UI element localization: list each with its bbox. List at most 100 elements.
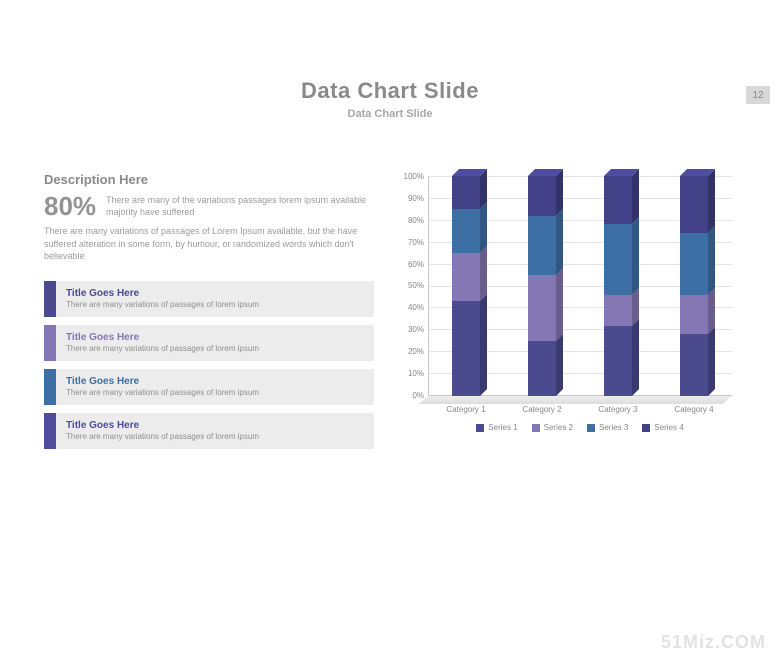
list-item: Title Goes HereThere are many variations… <box>44 281 374 317</box>
item-subtitle: There are many variations of passages of… <box>66 388 364 397</box>
y-tick-label: 100% <box>392 172 424 181</box>
legend-label: Series 4 <box>654 423 683 432</box>
y-tick-label: 80% <box>392 216 424 225</box>
slide-subtitle: Data Chart Slide <box>0 108 780 120</box>
bar-segment <box>452 253 480 301</box>
item-color-bar <box>44 325 56 361</box>
bar-segment <box>528 275 556 341</box>
bar-segment-side <box>632 169 639 224</box>
bar-segment-side <box>708 169 715 233</box>
bar-side <box>708 169 715 396</box>
content-row: Description Here 80% There are many of t… <box>0 172 780 457</box>
right-panel: 100% 90% 80% 70% 60% 50% 40% 30% 20% 10% 0% Catego… <box>374 172 738 457</box>
bar-segment <box>528 216 556 275</box>
item-body: Title Goes HereThere are many variations… <box>56 413 374 449</box>
chart-legend: Series 1 Series 2 Series 3 Series 4 <box>428 423 732 432</box>
item-title: Title Goes Here <box>66 420 364 431</box>
bar <box>452 176 480 396</box>
stacked-bar-chart: 100%90%80%70%60%50%40%30%20%10%0% Catego… <box>398 172 738 432</box>
item-subtitle: There are many variations of passages of… <box>66 300 364 309</box>
item-color-bar <box>44 281 56 317</box>
y-tick-label: 10% <box>392 369 424 378</box>
legend-label: Series 1 <box>488 423 517 432</box>
stat-row: 80% There are many of the variations pas… <box>44 193 374 219</box>
bar-segment-side <box>556 209 563 275</box>
legend-label: Series 3 <box>599 423 628 432</box>
bar-segment <box>604 224 632 294</box>
x-tick-label: Category 1 <box>446 405 485 414</box>
list-item: Title Goes HereThere are many variations… <box>44 325 374 361</box>
x-tick-label: Category 2 <box>522 405 561 414</box>
title-block: Data Chart Slide Data Chart Slide <box>0 78 780 120</box>
legend-swatch <box>642 424 650 432</box>
page-number-badge: 12 <box>746 86 770 104</box>
bar-segment <box>680 233 708 295</box>
item-body: Title Goes HereThere are many variations… <box>56 281 374 317</box>
legend-swatch <box>476 424 484 432</box>
item-subtitle: There are many variations of passages of… <box>66 432 364 441</box>
bar-segment <box>604 295 632 326</box>
list-item: Title Goes HereThere are many variations… <box>44 413 374 449</box>
bar-segment <box>452 209 480 253</box>
bar-segment <box>604 326 632 396</box>
y-tick-label: 40% <box>392 303 424 312</box>
bar-segment-side <box>708 327 715 396</box>
y-tick-label: 0% <box>392 391 424 400</box>
legend-item: Series 4 <box>642 423 683 432</box>
item-body: Title Goes HereThere are many variations… <box>56 369 374 405</box>
bar-segment-side <box>556 334 563 396</box>
y-tick-label: 20% <box>392 347 424 356</box>
bar-segment-side <box>556 268 563 341</box>
bar-front <box>452 176 480 396</box>
item-title: Title Goes Here <box>66 332 364 343</box>
slide-title: Data Chart Slide <box>0 78 780 104</box>
description-heading: Description Here <box>44 172 374 187</box>
item-body: Title Goes HereThere are many variations… <box>56 325 374 361</box>
bar-segment <box>452 176 480 209</box>
bar-side <box>556 169 563 396</box>
y-tick-label: 90% <box>392 194 424 203</box>
stat-percentage: 80% <box>44 193 96 219</box>
legend-item: Series 1 <box>476 423 517 432</box>
bar-segment-side <box>632 217 639 294</box>
item-color-bar <box>44 413 56 449</box>
legend-item: Series 3 <box>587 423 628 432</box>
x-tick-label: Category 3 <box>598 405 637 414</box>
bar-segment <box>528 341 556 396</box>
bar-segment <box>604 176 632 224</box>
item-subtitle: There are many variations of passages of… <box>66 344 364 353</box>
bar-segment <box>528 176 556 216</box>
bar <box>528 176 556 396</box>
watermark: 51Miz.COM <box>661 632 766 653</box>
bar-segment <box>680 334 708 396</box>
bar-segment-side <box>480 246 487 301</box>
y-tick-label: 60% <box>392 260 424 269</box>
legend-swatch <box>532 424 540 432</box>
bar-segment <box>680 295 708 335</box>
y-tick-label: 50% <box>392 281 424 290</box>
legend-label: Series 2 <box>544 423 573 432</box>
bar <box>680 176 708 396</box>
bar-front <box>680 176 708 396</box>
bar <box>604 176 632 396</box>
bar-segment-side <box>480 294 487 396</box>
y-axis-labels: 100% 90% 80% 70% 60% 50% 40% 30% 20% 10% 0% <box>392 172 424 400</box>
list-item: Title Goes HereThere are many variations… <box>44 369 374 405</box>
x-tick-label: Category 4 <box>674 405 713 414</box>
legend-item: Series 2 <box>532 423 573 432</box>
bar-front <box>528 176 556 396</box>
legend-swatch <box>587 424 595 432</box>
stat-caption: There are many of the variations passage… <box>106 193 374 218</box>
item-title: Title Goes Here <box>66 288 364 299</box>
bar-side <box>632 169 639 396</box>
x-axis-labels: Category 1 Category 2 Category 3 Category 4 <box>428 405 732 414</box>
y-tick-label: 70% <box>392 238 424 247</box>
left-panel: Description Here 80% There are many of t… <box>44 172 374 457</box>
chart-floor <box>418 396 732 404</box>
bar-segment-side <box>708 226 715 295</box>
y-tick-label: 30% <box>392 325 424 334</box>
bars-container <box>428 176 732 396</box>
item-title: Title Goes Here <box>66 376 364 387</box>
item-color-bar <box>44 369 56 405</box>
bar-segment <box>452 301 480 396</box>
